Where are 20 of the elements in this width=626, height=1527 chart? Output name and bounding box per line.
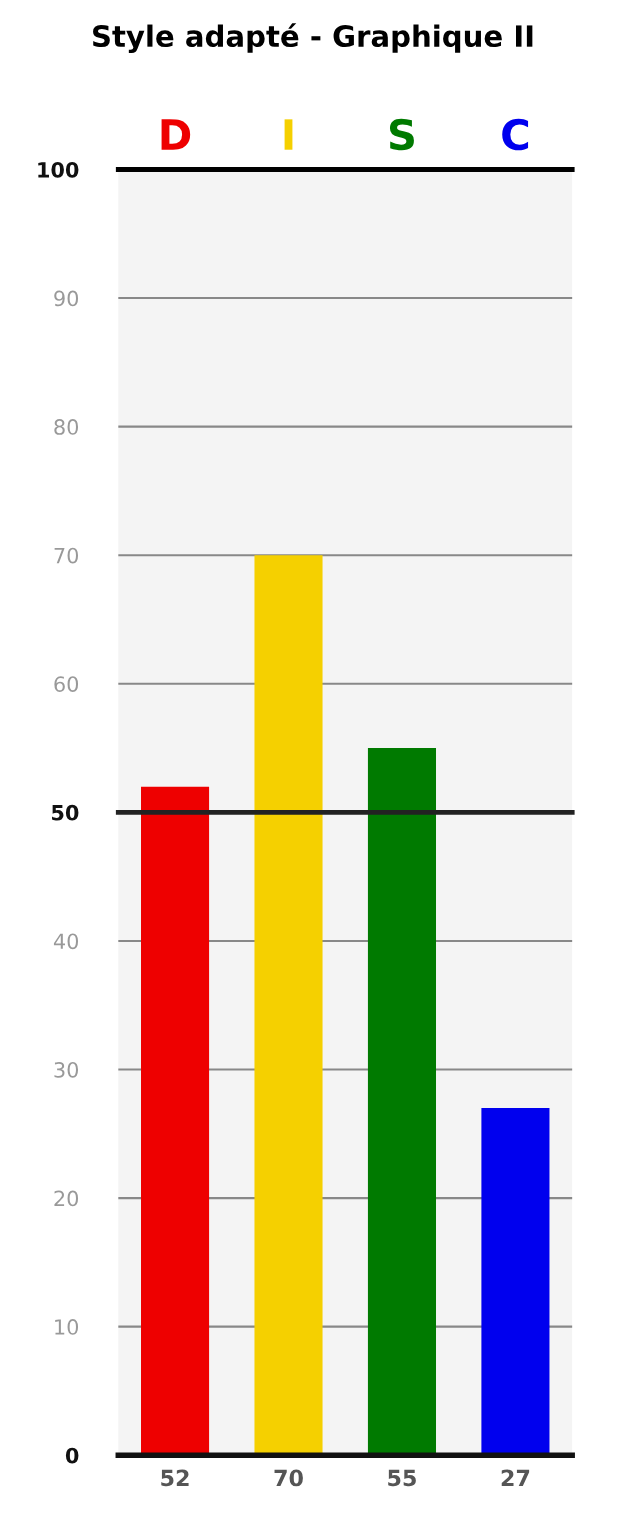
y-tick-label: 30 (54, 1061, 79, 1078)
data-label: 27 (501, 1469, 530, 1487)
x-tick-label: D (161, 119, 191, 150)
y-tick-label: 80 (54, 419, 79, 435)
data-label: 70 (274, 1469, 303, 1487)
x-tick-label: S (389, 118, 414, 151)
y-tick-label: 70 (54, 547, 79, 564)
y-tick-label: 60 (54, 676, 79, 692)
y-tick-label: 0 (65, 1447, 79, 1464)
y-tick-label: 50 (52, 804, 79, 821)
chart-title: Style adapté - Graphique II (93, 23, 533, 53)
y-tick-label: 40 (53, 933, 79, 950)
x-tick-label: C (502, 118, 529, 151)
data-label: 55 (388, 1469, 416, 1487)
y-tick-label: 10 (55, 1319, 79, 1335)
y-tick-label: 20 (54, 1190, 79, 1207)
data-label: 52 (161, 1469, 189, 1487)
y-tick-label: 90 (54, 290, 79, 307)
x-tick-label: I (284, 119, 293, 150)
y-tick-label: 100 (38, 161, 79, 178)
